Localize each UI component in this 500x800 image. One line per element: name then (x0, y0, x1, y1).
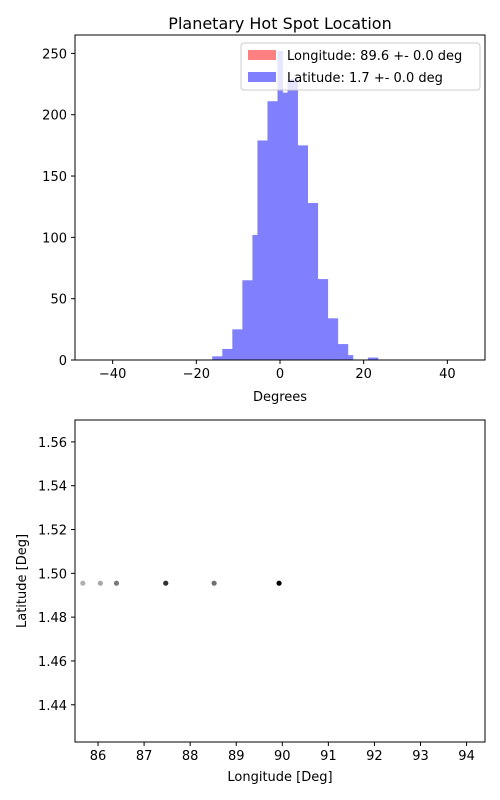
scatter-point (97, 580, 103, 586)
histogram-bar (232, 329, 238, 360)
scatter-y-tick-label: 1.44 (38, 699, 67, 714)
scatter-y-tick-label: 1.48 (38, 611, 67, 626)
scatter-point (163, 580, 169, 586)
legend-frame (240, 42, 481, 91)
histogram-bar (252, 234, 258, 360)
histogram-y-tick-label: 200 (42, 109, 67, 124)
scatter-plot-frame (74, 419, 486, 743)
histogram-x-tick-label: −20 (183, 367, 210, 382)
histogram-legend: Longitude: 89.6 +- 0.0 deg Latitude: 1.7… (240, 42, 481, 91)
scatter-y-tick-label: 1.56 (38, 436, 67, 451)
histogram-bar (347, 355, 354, 360)
scatter-point (80, 580, 86, 586)
legend-swatch-latitude (248, 72, 276, 82)
scatter-y-tick-label: 1.50 (38, 567, 67, 582)
histogram-bar (212, 356, 218, 360)
scatter-y-tick-label: 1.54 (38, 480, 67, 495)
histogram-bar (237, 329, 243, 360)
scatter-point (211, 580, 217, 586)
legend-label-longitude: Longitude: 89.6 +- 0.0 deg (287, 49, 462, 64)
legend-label-latitude: Latitude: 1.7 +- 0.0 deg (287, 71, 443, 86)
histogram-x-axis-label: Degrees (253, 390, 307, 405)
histogram-bar (302, 145, 309, 360)
scatter-x-axis-label: Longitude [Deg] (227, 770, 332, 785)
histogram-bar (257, 140, 263, 360)
histogram-x-tick-label: 40 (439, 367, 456, 382)
histogram-bar (282, 92, 288, 360)
scatter-x-tick-label: 86 (90, 749, 107, 764)
scatter-y-ticks: 1.44 1.46 1.48 1.50 1.52 1.54 1.56 (38, 436, 75, 714)
histogram-bar (217, 356, 223, 360)
scatter-chart: 86 87 88 89 90 91 92 93 94 1.441.461.481.501.521… (15, 419, 486, 785)
histogram-bars (212, 50, 379, 361)
scatter-point (276, 580, 282, 586)
histogram-bar (312, 203, 319, 360)
scatter-x-tick-label: 87 (136, 749, 153, 764)
histogram-bar (262, 140, 268, 360)
histogram-plot-frame (74, 34, 486, 361)
histogram-title: Planetary Hot Spot Location (168, 14, 391, 33)
scatter-x-ticks: 86 87 88 89 90 91 92 93 94 (90, 742, 475, 764)
scatter-point (113, 580, 120, 586)
scatter-x-tick-label: 94 (458, 749, 475, 764)
histogram-y-tick-label: 250 (42, 47, 67, 62)
histogram-bar (277, 50, 283, 360)
histogram-y-ticks: 0 50 100 150 200 250 (42, 47, 75, 369)
histogram-y-tick-label: 50 (50, 293, 67, 308)
scatter-points (80, 580, 282, 586)
scatter-y-tick-label: 1.52 (38, 524, 67, 539)
histogram-bar (247, 280, 253, 360)
histogram-y-tick-label: 0 (59, 354, 67, 369)
histogram-y-tick-label: 100 (42, 231, 67, 246)
histogram-bar (322, 279, 329, 360)
histogram-bar (267, 101, 273, 360)
histogram-bar (337, 344, 344, 360)
histogram-bar (227, 348, 233, 360)
histogram-bar (327, 318, 334, 360)
scatter-x-tick-label: 90 (274, 749, 291, 764)
scatter-x-tick-label: 91 (320, 749, 337, 764)
scatter-y-tick-label: 1.46 (38, 655, 67, 670)
histogram-bar (292, 79, 298, 361)
histogram-y-tick-label: 150 (42, 170, 67, 185)
histogram-bar (342, 344, 349, 360)
scatter-x-tick-label: 88 (182, 749, 199, 764)
scatter-x-tick-label: 89 (228, 749, 245, 764)
histogram-bar (367, 357, 374, 360)
histogram-x-tick-label: −40 (99, 367, 126, 382)
histogram-chart: Planetary Hot Spot Location −40 −20 0 20 40 … (42, 14, 486, 405)
scatter-x-tick-label: 93 (412, 749, 429, 764)
histogram-x-ticks: −40 −20 0 20 40 (99, 360, 456, 382)
legend-swatch-longitude (248, 50, 276, 60)
histogram-bar (222, 348, 228, 360)
histogram-bar (372, 357, 379, 360)
histogram-x-tick-label: 0 (276, 367, 284, 382)
histogram-bar (297, 145, 303, 360)
histogram-bar (332, 318, 339, 360)
histogram-bar (307, 203, 314, 360)
histogram-bar (272, 101, 278, 360)
scatter-y-axis-label: Latitude [Deg] (15, 534, 30, 628)
histogram-bar (242, 280, 248, 360)
histogram-bar (317, 279, 324, 360)
scatter-x-tick-label: 92 (366, 749, 383, 764)
histogram-bar (287, 79, 293, 361)
histogram-x-tick-label: 20 (355, 367, 372, 382)
